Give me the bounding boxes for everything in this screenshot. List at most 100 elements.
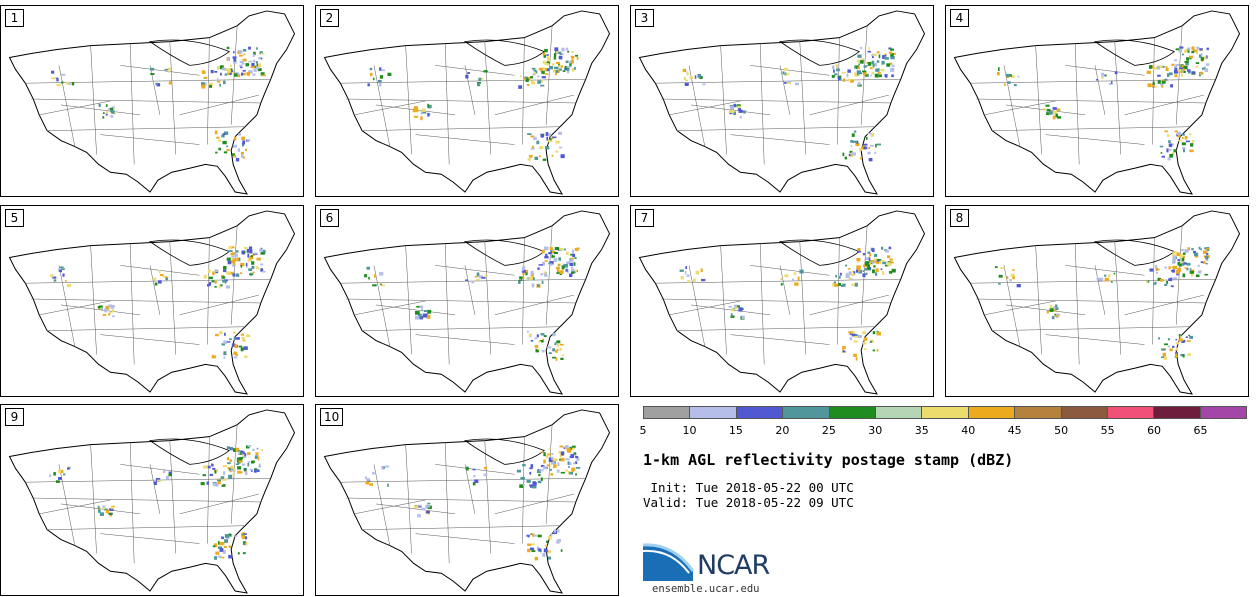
reflectivity-echo <box>575 467 581 469</box>
reflectivity-echo <box>531 550 536 553</box>
state-border <box>484 41 491 155</box>
reflectivity-echo <box>560 451 565 456</box>
reflectivity-echo <box>63 473 66 476</box>
reflectivity-echo <box>573 452 577 455</box>
reflectivity-echo <box>218 139 222 142</box>
reflectivity-echo <box>1175 342 1180 345</box>
reflectivity-echo <box>1186 340 1191 342</box>
reflectivity-echo <box>543 246 549 251</box>
state-border <box>415 334 515 345</box>
reflectivity-echo <box>799 269 804 274</box>
reflectivity-echo <box>849 278 854 281</box>
reflectivity-echo <box>853 353 857 357</box>
reflectivity-echo <box>1200 248 1202 251</box>
state-border <box>435 265 515 276</box>
reflectivity-echo <box>226 271 231 275</box>
reflectivity-echo <box>233 51 235 54</box>
reflectivity-echo <box>168 70 171 73</box>
reflectivity-echo <box>1000 267 1005 269</box>
reflectivity-echo <box>237 451 241 455</box>
reflectivity-echo <box>237 457 240 460</box>
reflectivity-echo <box>59 269 62 273</box>
reflectivity-echo <box>385 465 390 468</box>
reflectivity-echo <box>567 449 572 453</box>
state-border <box>655 78 901 84</box>
reflectivity-echo <box>1166 280 1169 284</box>
reflectivity-echo <box>544 146 550 150</box>
state-border <box>970 78 1216 84</box>
reflectivity-echo <box>237 462 240 464</box>
state-border <box>31 298 261 304</box>
reflectivity-echo <box>863 337 868 341</box>
reflectivity-echo <box>1179 254 1184 258</box>
reflectivity-echo <box>366 478 371 481</box>
coastline <box>953 10 1241 195</box>
reflectivity-echo <box>214 269 218 273</box>
reflectivity-echo <box>566 70 570 74</box>
reflectivity-echo <box>369 483 373 486</box>
reflectivity-echo <box>557 462 560 466</box>
reflectivity-echo <box>260 72 265 76</box>
state-border <box>1074 43 1080 165</box>
reflectivity-echo <box>554 47 559 51</box>
reflectivity-echo <box>527 543 532 546</box>
reflectivity-echo <box>416 305 420 308</box>
reflectivity-echo <box>201 84 204 87</box>
reflectivity-echo <box>1005 73 1011 78</box>
reflectivity-echo <box>876 259 881 261</box>
reflectivity-echo <box>105 113 108 116</box>
reflectivity-echo <box>557 539 562 543</box>
reflectivity-echo <box>108 512 113 515</box>
reflectivity-echo <box>218 285 221 289</box>
state-border <box>1114 241 1121 355</box>
reflectivity-echo <box>884 264 889 267</box>
reflectivity-echo <box>105 305 110 310</box>
reflectivity-echo <box>478 275 484 279</box>
reflectivity-echo <box>541 79 543 83</box>
reflectivity-echo <box>559 458 562 461</box>
reflectivity-echo <box>862 253 866 256</box>
reflectivity-echo <box>1170 84 1173 88</box>
colorbar-tick: 15 <box>728 424 743 437</box>
reflectivity-echo <box>540 133 545 138</box>
state-border <box>779 265 791 315</box>
reflectivity-echo <box>1104 274 1107 277</box>
reflectivity-echo <box>1056 108 1061 112</box>
state-border <box>169 41 176 155</box>
reflectivity-echo <box>539 550 542 553</box>
reflectivity-echo <box>1173 149 1177 153</box>
reflectivity-echo <box>551 456 554 460</box>
reflectivity-echo <box>549 66 553 70</box>
reflectivity-echo <box>548 448 551 450</box>
state-border <box>100 134 200 145</box>
state-border <box>984 100 1056 116</box>
reflectivity-echo <box>544 63 549 66</box>
reflectivity-echo <box>520 278 523 282</box>
reflectivity-echo <box>233 262 236 266</box>
reflectivity-echo <box>1167 345 1170 348</box>
reflectivity-echo <box>884 57 889 60</box>
reflectivity-echo <box>102 112 105 114</box>
reflectivity-echo <box>229 447 232 451</box>
reflectivity-echo <box>1155 271 1159 274</box>
reflectivity-echo <box>851 273 855 275</box>
reflectivity-echo <box>862 341 867 345</box>
state-border <box>129 43 135 165</box>
reflectivity-echo <box>530 147 535 150</box>
reflectivity-echo <box>223 269 227 273</box>
reflectivity-echo <box>743 110 746 114</box>
reflectivity-echo <box>1053 306 1057 310</box>
reflectivity-echo <box>258 57 262 60</box>
reflectivity-echo <box>219 284 223 287</box>
state-border <box>375 503 456 515</box>
member-number: 8 <box>950 209 969 227</box>
reflectivity-echo <box>1168 143 1173 148</box>
reflectivity-echo <box>539 146 544 150</box>
state-border <box>31 98 261 104</box>
reflectivity-echo <box>569 63 572 67</box>
reflectivity-echo <box>1168 266 1171 270</box>
reflectivity-echo <box>539 69 543 72</box>
reflectivity-echo <box>53 279 57 282</box>
reflectivity-echo <box>1176 253 1181 256</box>
state-border <box>60 104 141 116</box>
